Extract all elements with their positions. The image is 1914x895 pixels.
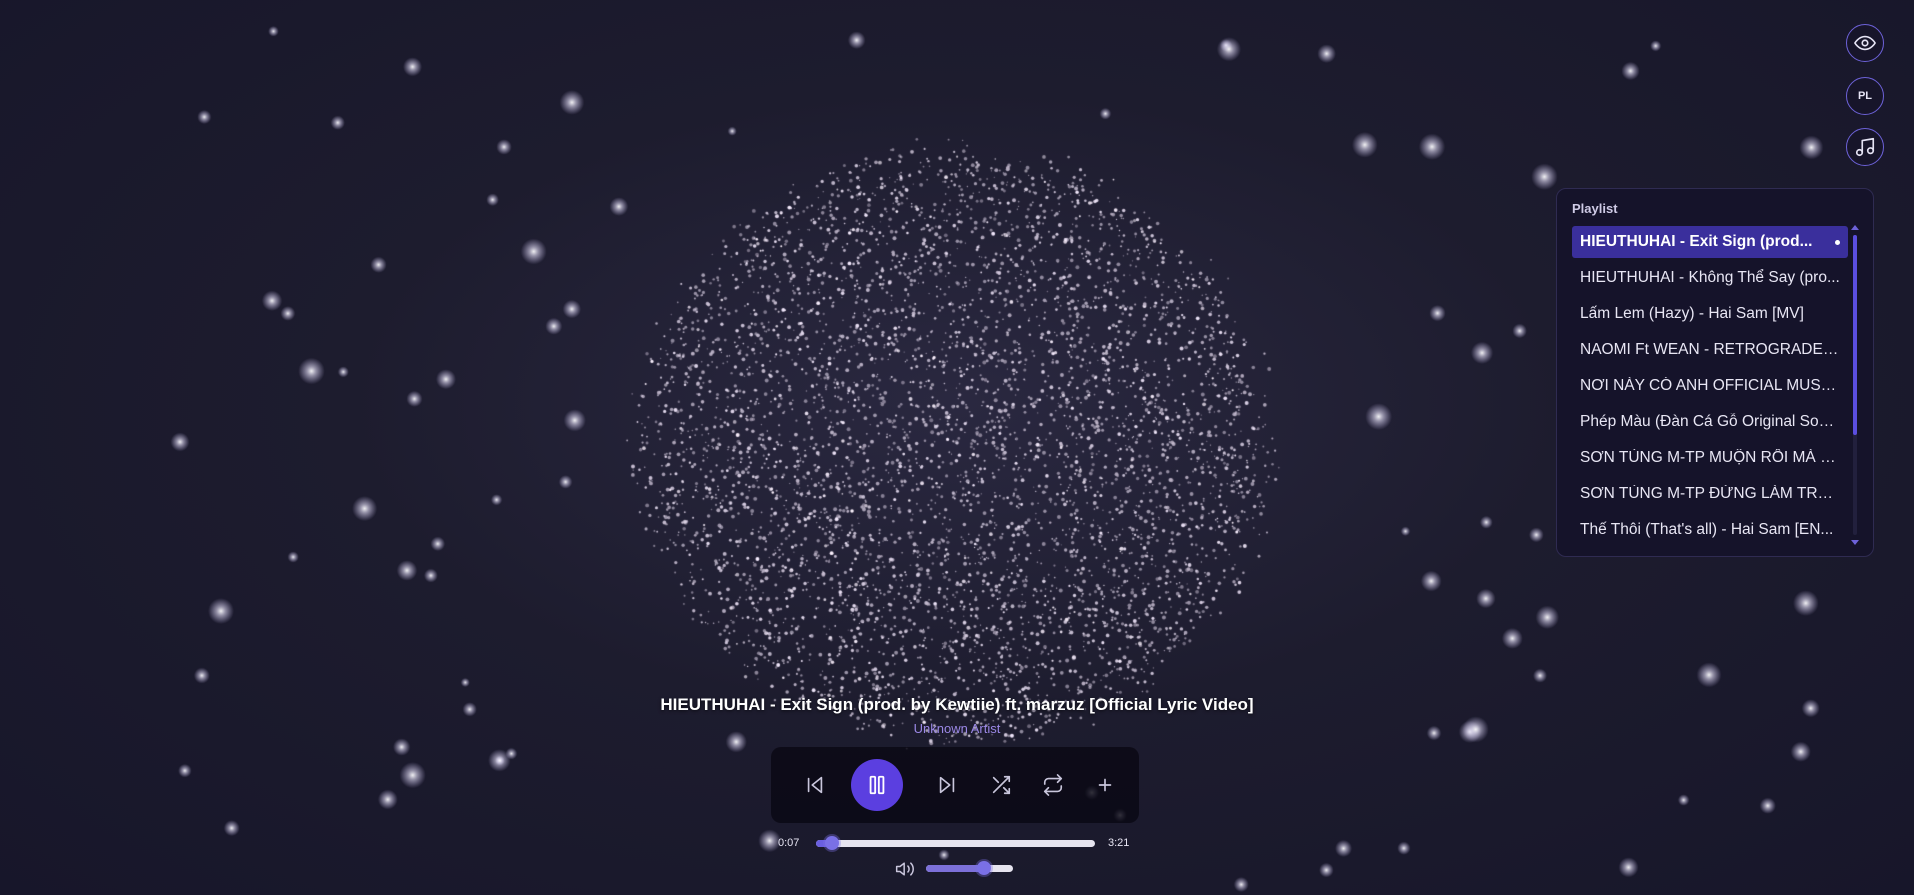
skip-previous-icon xyxy=(807,776,823,794)
pause-button[interactable] xyxy=(851,759,903,811)
playlist-item[interactable]: SƠN TÙNG M-TP MUỘN RỒI MÀ S... xyxy=(1572,442,1848,474)
volume-icon xyxy=(895,862,914,876)
playlist-item-label: HIEUTHUHAI - Exit Sign (prod... xyxy=(1580,233,1813,250)
playlist-item[interactable]: NAOMI Ft WEAN - RETROGRADE (... xyxy=(1572,334,1848,366)
playlist-item-label: SƠN TÙNG M-TP MUỘN RỒI MÀ S... xyxy=(1580,449,1840,466)
music-note-icon xyxy=(1855,137,1875,157)
previous-button[interactable] xyxy=(795,765,835,805)
visibility-toggle-button[interactable] xyxy=(1846,24,1884,62)
volume-handle[interactable] xyxy=(977,861,992,875)
total-time: 3:21 xyxy=(1108,837,1130,849)
playlist-title: Playlist xyxy=(1572,201,1618,216)
playlist-item-label: NAOMI Ft WEAN - RETROGRADE (... xyxy=(1580,341,1840,358)
repeat-button[interactable] xyxy=(1033,765,1073,805)
track-artist: Unknown Artist xyxy=(913,721,1001,736)
playlist-item-label: HIEUTHUHAI - Không Thể Say (pro... xyxy=(1580,269,1840,286)
playlist-toggle-label: PL xyxy=(1857,90,1873,102)
playlist-item[interactable]: HIEUTHUHAI - Không Thể Say (pro... xyxy=(1572,262,1848,294)
playlist-item[interactable]: HIEUTHUHAI - Exit Sign (prod... xyxy=(1572,226,1848,258)
playlist-items: HIEUTHUHAI - Exit Sign (prod... HIEUTHUH… xyxy=(1572,226,1848,550)
skip-next-icon xyxy=(939,776,955,794)
add-to-playlist-button[interactable] xyxy=(1085,765,1125,805)
current-time: 0:07 xyxy=(778,837,800,849)
music-button[interactable] xyxy=(1846,128,1884,166)
repeat-icon xyxy=(1043,774,1063,796)
eye-icon xyxy=(1854,35,1876,51)
playlist-item-label: NƠI NÀY CÓ ANH OFFICIAL MUSIC... xyxy=(1580,377,1840,394)
volume-slider[interactable] xyxy=(926,861,1013,875)
next-button[interactable] xyxy=(927,765,967,805)
playlist-scrollbar[interactable] xyxy=(1851,225,1859,545)
playlist-item[interactable]: SƠN TÙNG M-TP ĐỪNG LÀM TRÁI... xyxy=(1572,478,1848,510)
volume-button[interactable] xyxy=(895,859,915,879)
playlist-item-label: Lấm Lem (Hazy) - Hai Sam [MV] xyxy=(1580,305,1804,322)
playlist-toggle-button[interactable]: PL xyxy=(1846,77,1884,115)
player-controls xyxy=(771,747,1139,823)
playlist-item[interactable]: NƠI NÀY CÓ ANH OFFICIAL MUSIC... xyxy=(1572,370,1848,402)
playlist-panel: Playlist HIEUTHUHAI - Exit Sign (prod...… xyxy=(1556,188,1874,557)
shuffle-button[interactable] xyxy=(981,765,1021,805)
volume-fill xyxy=(926,865,985,872)
playlist-item[interactable]: Thế Thôi (That's all) - Hai Sam [EN... xyxy=(1572,514,1848,546)
playlist-item-label: Phép Màu (Đàn Cá Gỗ Original Sou... xyxy=(1580,413,1840,430)
progress-fill xyxy=(816,840,833,847)
scroll-down-arrow-icon[interactable] xyxy=(1851,540,1859,545)
pause-icon xyxy=(869,775,885,795)
progress-handle[interactable] xyxy=(825,836,840,850)
track-title: HIEUTHUHAI - Exit Sign (prod. by Kewtiie… xyxy=(660,695,1254,714)
scrollbar-thumb[interactable] xyxy=(1853,235,1857,435)
playlist-item[interactable]: Phép Màu (Đàn Cá Gỗ Original Sou... xyxy=(1572,406,1848,438)
playlist-item-label: Thế Thôi (That's all) - Hai Sam [EN... xyxy=(1580,521,1834,538)
playlist-item-label: SƠN TÙNG M-TP ĐỪNG LÀM TRÁI... xyxy=(1580,485,1840,502)
playlist-item[interactable]: Lấm Lem (Hazy) - Hai Sam [MV] xyxy=(1572,298,1848,330)
plus-icon xyxy=(1098,778,1112,792)
progress-bar[interactable] xyxy=(816,836,1095,850)
scroll-up-arrow-icon[interactable] xyxy=(1851,225,1859,230)
now-playing-dot xyxy=(1835,239,1840,245)
shuffle-icon xyxy=(992,775,1011,795)
